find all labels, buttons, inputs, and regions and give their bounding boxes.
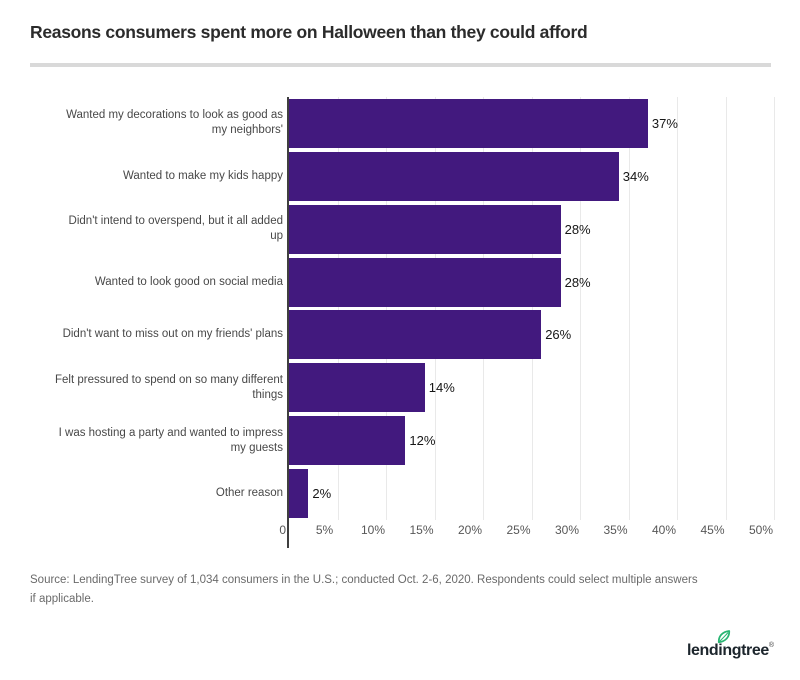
bar bbox=[289, 151, 619, 201]
bar bbox=[289, 363, 425, 413]
logo-wordmark: lendingtree® bbox=[687, 642, 774, 660]
value-label: 28% bbox=[564, 274, 591, 290]
bar bbox=[289, 204, 561, 254]
lendingtree-logo: lendingtree® bbox=[687, 629, 774, 667]
bar-track: 26% bbox=[289, 309, 774, 362]
gridline bbox=[531, 97, 533, 520]
chart-row: Didn't want to miss out on my friends' p… bbox=[30, 309, 777, 362]
x-axis-ticks: 0 5% 10% 15% 20% 25% 30% 35% 40% 45% 50% bbox=[279, 523, 774, 541]
gridline bbox=[628, 97, 630, 520]
category-label: Didn't want to miss out on my friends' p… bbox=[62, 328, 283, 341]
chart-row: Wanted to make my kids happy 34% bbox=[30, 150, 777, 203]
x-tick-label: 45% bbox=[700, 523, 725, 537]
category-label: Wanted to make my kids happy bbox=[122, 169, 283, 182]
chart-row: Felt pressured to spend on so many diffe… bbox=[30, 361, 777, 414]
bar-track: 28% bbox=[289, 203, 774, 256]
bar-chart: Wanted my decorations to look as good as… bbox=[30, 97, 777, 548]
category-label: I was hosting a party and wanted to impr… bbox=[58, 426, 283, 454]
category-label: Wanted my decorations to look as good as… bbox=[66, 109, 283, 137]
chart-row: Wanted my decorations to look as good as… bbox=[30, 97, 777, 150]
value-label: 34% bbox=[622, 168, 649, 184]
x-tick-label: 30% bbox=[554, 523, 580, 537]
x-tick-label: 5% bbox=[315, 523, 334, 537]
gridline bbox=[483, 97, 484, 520]
bar bbox=[289, 416, 406, 466]
bar-rows: Wanted my decorations to look as good as… bbox=[30, 97, 777, 520]
x-tick-label: 0 bbox=[279, 523, 286, 537]
bar bbox=[289, 257, 561, 307]
gridline bbox=[725, 97, 727, 520]
chart-row: Wanted to look good on social media 28% bbox=[30, 256, 777, 309]
x-tick-label: 50% bbox=[748, 523, 774, 537]
x-tick-label: 10% bbox=[360, 523, 386, 537]
bar-track: 12% bbox=[289, 414, 774, 467]
value-label: 14% bbox=[428, 380, 455, 396]
chart-row: Other reason 2% bbox=[30, 467, 777, 520]
category-label: Wanted to look good on social media bbox=[94, 275, 283, 288]
x-tick-label: 15% bbox=[409, 523, 434, 537]
chart-row: I was hosting a party and wanted to impr… bbox=[30, 414, 777, 467]
bar-track: 34% bbox=[289, 150, 774, 203]
bar bbox=[289, 98, 648, 148]
logo-text: lendingtree bbox=[686, 642, 769, 659]
bar-track: 14% bbox=[289, 361, 774, 414]
y-axis-line bbox=[287, 97, 289, 548]
page-title: Reasons consumers spent more on Hallowee… bbox=[30, 22, 588, 42]
x-tick-label: 35% bbox=[603, 523, 628, 537]
x-tick-label: 40% bbox=[651, 523, 677, 537]
category-label: Didn't intend to overspend, but it all a… bbox=[68, 215, 283, 243]
value-label: 26% bbox=[545, 327, 572, 343]
category-label: Felt pressured to spend on so many diffe… bbox=[54, 373, 283, 401]
category-label: Other reason bbox=[215, 487, 283, 500]
bar-track: 37% bbox=[289, 97, 774, 150]
value-label: 12% bbox=[409, 433, 436, 449]
bar-track: 28% bbox=[289, 256, 774, 309]
source-note: Source: LendingTree survey of 1,034 cons… bbox=[30, 574, 698, 605]
value-label: 28% bbox=[564, 221, 591, 237]
leaf-icon bbox=[717, 630, 731, 644]
gridline bbox=[386, 97, 387, 520]
gridline bbox=[580, 97, 581, 520]
value-label: 2% bbox=[312, 486, 332, 502]
bar bbox=[289, 469, 309, 519]
value-label: 37% bbox=[651, 115, 678, 131]
x-tick-label: 25% bbox=[506, 523, 531, 537]
title-divider bbox=[30, 63, 771, 67]
chart-row: Didn't intend to overspend, but it all a… bbox=[30, 203, 777, 256]
gridline bbox=[434, 97, 436, 520]
plot-area bbox=[287, 97, 775, 548]
gridline bbox=[774, 97, 775, 520]
gridline bbox=[337, 97, 339, 520]
bar-track: 2% bbox=[289, 467, 774, 520]
registered-mark: ® bbox=[768, 642, 774, 649]
gridline bbox=[677, 97, 678, 520]
bar bbox=[289, 310, 542, 360]
x-tick-label: 20% bbox=[457, 523, 483, 537]
